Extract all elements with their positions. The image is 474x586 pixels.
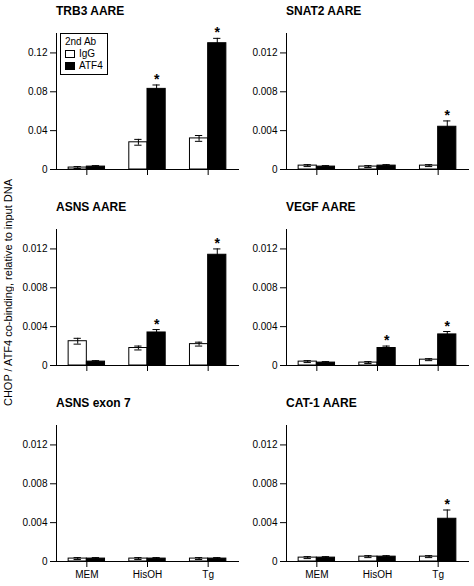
svg-text:0: 0 [42,556,48,567]
svg-text:HisOH: HisOH [363,569,392,580]
svg-text:0: 0 [42,360,48,371]
svg-text:0: 0 [272,164,278,175]
svg-text:*: * [154,71,160,87]
svg-text:*: * [215,235,221,251]
html-text:SNAT2 AARE: SNAT2 AARE [286,4,362,18]
svg-text:0.008: 0.008 [252,86,277,97]
svg-text:MEM: MEM [75,569,98,580]
svg-text:0.004: 0.004 [22,321,47,332]
svg-text:MEM: MEM [305,569,328,580]
svg-text:0: 0 [272,360,278,371]
html-text:ATF4: ATF4 [79,60,103,71]
svg-text:0.012: 0.012 [252,47,277,58]
svg-text:0.008: 0.008 [252,478,277,489]
svg-text:0: 0 [272,556,278,567]
svg-text:0: 0 [42,164,48,175]
svg-text:0.008: 0.008 [22,478,47,489]
html-text:ASNS exon 7: ASNS exon 7 [56,396,131,410]
svg-text:0.012: 0.012 [22,243,47,254]
svg-text:*: * [215,24,221,40]
svg-text:HisOH: HisOH [133,569,162,580]
svg-text:*: * [445,496,451,512]
svg-text:0.12: 0.12 [28,47,48,58]
svg-text:*: * [384,332,390,348]
svg-text:0.004: 0.004 [252,125,277,136]
html-text:CHOP / ATF4 co-binding, relati: CHOP / ATF4 co-binding, relative to inpu… [2,179,14,407]
html-text:ASNS AARE: ASNS AARE [56,200,127,214]
svg-text:*: * [445,107,451,123]
svg-text:0.04: 0.04 [28,125,48,136]
svg-text:0.004: 0.004 [22,517,47,528]
svg-text:0.008: 0.008 [252,282,277,293]
svg-text:0.012: 0.012 [22,439,47,450]
html-text:TRB3 AARE: TRB3 AARE [56,4,125,18]
svg-text:*: * [445,318,451,334]
svg-text:0.012: 0.012 [252,439,277,450]
svg-text:Tg: Tg [432,569,444,580]
svg-text:0.08: 0.08 [28,86,48,97]
svg-text:Tg: Tg [202,569,214,580]
html-text:IgG: IgG [79,48,96,59]
html-text:2nd Ab: 2nd Ab [65,36,97,47]
svg-text:*: * [154,316,160,332]
html-text:CAT-1 AARE: CAT-1 AARE [286,396,357,410]
svg-text:0.004: 0.004 [252,321,277,332]
svg-text:0.004: 0.004 [252,517,277,528]
svg-text:0.012: 0.012 [252,243,277,254]
svg-text:0.008: 0.008 [22,282,47,293]
html-text:VEGF AARE: VEGF AARE [286,200,356,214]
